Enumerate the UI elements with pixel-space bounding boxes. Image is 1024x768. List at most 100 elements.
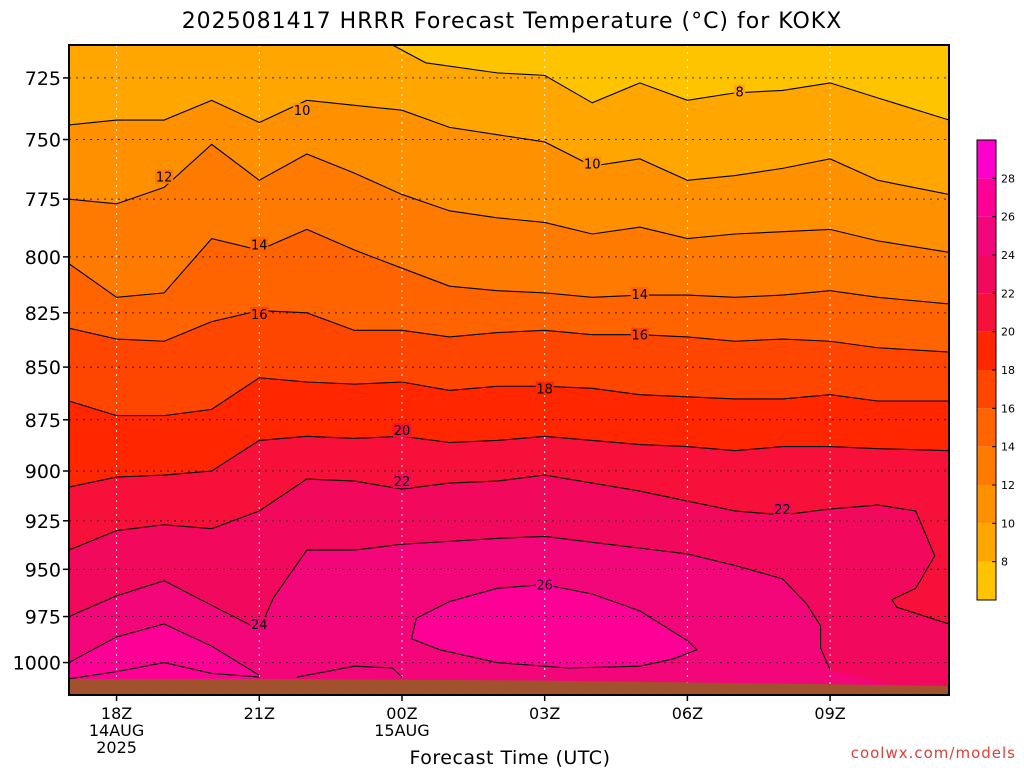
y-tick-label-925: 925 (25, 511, 61, 533)
contour-line-22-7 (69, 474, 949, 625)
contour-label-14: 14 (632, 288, 649, 303)
x-tick-label-0-2: 2025 (96, 738, 137, 757)
contour-label-10: 10 (584, 158, 601, 173)
contour-line-8-0 (392, 45, 949, 121)
contour-label-22: 22 (774, 503, 791, 518)
colorbar-tick-label-22: 22 (1001, 287, 1015, 300)
colorbar-tick-label-26: 26 (1001, 211, 1015, 224)
colorbar-tick-label-16: 16 (1001, 402, 1015, 415)
x-tick-label-6-0: 00Z (386, 704, 417, 723)
y-tick-label-975: 975 (25, 607, 61, 629)
x-axis-label: Forecast Time (UTC) (410, 747, 611, 768)
colorbar-swatch-28 (977, 140, 996, 179)
contour-line-24-11 (297, 665, 403, 678)
contour-label-22: 22 (394, 475, 411, 490)
contour-label-12: 12 (156, 171, 173, 186)
contour-label-bg-2 (583, 156, 602, 171)
contour-line-16-4 (69, 310, 949, 353)
contour-line-28-10 (69, 623, 260, 676)
y-axis: 725 750 775 800 825 850 875 900 925 950 975 1000 (13, 68, 69, 675)
colorbar-swatch-8 (977, 523, 996, 562)
contour-label-bg-10 (392, 474, 411, 489)
x-tick-label-6-1: 15AUG (374, 721, 429, 740)
colorbar-swatch-6 (977, 561, 996, 600)
contour-label-bg-5 (630, 286, 649, 301)
fill-band-8 (392, 45, 949, 121)
colorbar-tick-label-24: 24 (1001, 249, 1015, 262)
colorbar-swatch-18 (977, 331, 996, 370)
x-tick-label-0-0: 18Z (101, 704, 132, 723)
contour-label-8: 8 (736, 86, 744, 101)
y-tick-label-950: 950 (25, 559, 61, 581)
contour-label-bg-1 (293, 103, 312, 118)
x-tick-label-15-0: 09Z (814, 704, 845, 723)
contour-line-24-8 (69, 535, 831, 671)
contour-line-14-3 (69, 228, 949, 305)
y-tick-label-825: 825 (25, 303, 61, 325)
ground-fill (69, 678, 949, 695)
colorbar-swatch-26 (977, 178, 996, 217)
contour-label-bg-9 (392, 423, 411, 438)
y-tick-label-750: 750 (25, 130, 61, 152)
colorbar-tick-label-12: 12 (1001, 479, 1015, 492)
contour-label-10: 10 (294, 104, 311, 119)
watermark: coolwx.com/models (850, 744, 1016, 762)
contour-label-bg-7 (630, 327, 649, 342)
contour-labels: 8 10 10 12 14 14 16 16 18 20 22 22 24 26 (155, 84, 792, 633)
contour-lines (69, 45, 949, 680)
x-tick-label-0-1: 14AUG (89, 721, 144, 740)
colorbar-tick-label-10: 10 (1001, 517, 1015, 530)
fill-band-26 (411, 584, 697, 669)
contour-label-bg-12 (250, 616, 269, 631)
contour-line-18-5 (69, 377, 949, 417)
contour-label-bg-6 (250, 306, 269, 321)
y-tick-label-800: 800 (25, 247, 61, 269)
contour-line-26-9 (410, 584, 698, 669)
contour-label-24: 24 (251, 618, 268, 633)
colorbar-tick-label-8: 8 (1001, 556, 1008, 569)
contour-label-bg-4 (250, 237, 269, 252)
contour-label-18: 18 (536, 382, 553, 397)
y-tick-label-850: 850 (25, 357, 61, 379)
x-tick-label-12-0: 06Z (672, 704, 703, 723)
contour-label-26: 26 (536, 579, 553, 594)
colorbar-tick-label-28: 28 (1001, 172, 1015, 185)
contour-line-10-1 (69, 99, 949, 195)
x-tick-label-3-0: 21Z (244, 704, 275, 723)
y-tick-label-1000: 1000 (13, 653, 61, 675)
ground-layer (69, 678, 949, 695)
colorbar-swatch-24 (977, 216, 996, 255)
colorbar-swatch-10 (977, 485, 996, 524)
contour-line-24-12 (69, 662, 260, 680)
contour-label-bg-13 (535, 577, 554, 592)
colorbar: 8 10 12 14 16 18 20 22 24 26 28 (976, 139, 1015, 601)
contour-label-16: 16 (251, 308, 268, 323)
colorbar-swatch-12 (977, 446, 996, 485)
y-tick-label-725: 725 (25, 68, 61, 90)
colorbar-swatch-22 (977, 255, 996, 294)
contour-label-bg-8 (535, 381, 554, 396)
colorbar-swatch-20 (977, 293, 996, 332)
y-tick-label-775: 775 (25, 189, 61, 211)
y-tick-label-875: 875 (25, 410, 61, 432)
colorbar-swatch-14 (977, 408, 996, 447)
plot-area: 8 10 10 12 14 14 16 16 18 20 22 22 24 26 (69, 45, 949, 695)
plot-frame (68, 44, 950, 696)
contour-label-14: 14 (251, 238, 268, 253)
contour-line-12-2 (69, 143, 949, 253)
colorbar-tick-label-18: 18 (1001, 364, 1015, 377)
contour-line-20-6 (69, 435, 949, 488)
contour-fills (69, 45, 949, 695)
colorbar-tick-label-20: 20 (1001, 326, 1015, 339)
colorbar-tick-label-14: 14 (1001, 441, 1015, 454)
colorbar-swatch-16 (977, 370, 996, 409)
contour-label-16: 16 (632, 329, 649, 344)
contour-label-bg-0 (734, 84, 746, 99)
chart-title: 2025081417 HRRR Forecast Temperature (°C… (182, 9, 843, 34)
x-tick-label-9-0: 03Z (529, 704, 560, 723)
contour-label-bg-3 (155, 169, 174, 184)
contour-label-bg-11 (773, 501, 792, 516)
contour-label-20: 20 (394, 424, 411, 439)
